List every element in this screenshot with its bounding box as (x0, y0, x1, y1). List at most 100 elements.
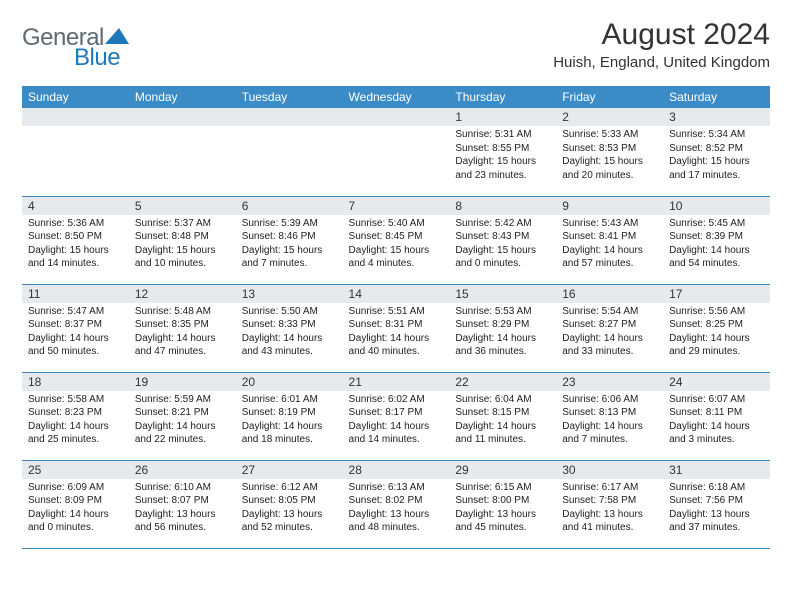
daylight-text: Daylight: 14 hours and 14 minutes. (349, 420, 444, 447)
empty-day (236, 108, 343, 126)
calendar-cell: 2Sunrise: 5:33 AMSunset: 8:53 PMDaylight… (556, 108, 663, 196)
daylight-text: Daylight: 14 hours and 25 minutes. (28, 420, 123, 447)
sunset-text: Sunset: 8:41 PM (562, 230, 657, 244)
daylight-text: Daylight: 14 hours and 18 minutes. (242, 420, 337, 447)
calendar-cell: 14Sunrise: 5:51 AMSunset: 8:31 PMDayligh… (343, 284, 450, 372)
daylight-text: Daylight: 14 hours and 47 minutes. (135, 332, 230, 359)
day-number: 27 (236, 461, 343, 479)
daylight-text: Daylight: 14 hours and 33 minutes. (562, 332, 657, 359)
day-number: 11 (22, 285, 129, 303)
day-number: 6 (236, 197, 343, 215)
title-block: August 2024 Huish, England, United Kingd… (553, 18, 770, 71)
day-details: Sunrise: 5:37 AMSunset: 8:48 PMDaylight:… (129, 215, 236, 275)
calendar-cell: 1Sunrise: 5:31 AMSunset: 8:55 PMDaylight… (449, 108, 556, 196)
daylight-text: Daylight: 13 hours and 37 minutes. (669, 508, 764, 535)
day-number: 25 (22, 461, 129, 479)
sunrise-text: Sunrise: 5:56 AM (669, 305, 764, 319)
day-number: 15 (449, 285, 556, 303)
sunset-text: Sunset: 8:05 PM (242, 494, 337, 508)
calendar-cell: 4Sunrise: 5:36 AMSunset: 8:50 PMDaylight… (22, 196, 129, 284)
sunset-text: Sunset: 8:45 PM (349, 230, 444, 244)
day-details: Sunrise: 5:56 AMSunset: 8:25 PMDaylight:… (663, 303, 770, 363)
day-details: Sunrise: 5:33 AMSunset: 8:53 PMDaylight:… (556, 126, 663, 186)
day-number: 31 (663, 461, 770, 479)
calendar-cell: 22Sunrise: 6:04 AMSunset: 8:15 PMDayligh… (449, 372, 556, 460)
sunrise-text: Sunrise: 6:04 AM (455, 393, 550, 407)
daylight-text: Daylight: 14 hours and 7 minutes. (562, 420, 657, 447)
sunset-text: Sunset: 8:46 PM (242, 230, 337, 244)
sunset-text: Sunset: 7:58 PM (562, 494, 657, 508)
calendar-cell: 10Sunrise: 5:45 AMSunset: 8:39 PMDayligh… (663, 196, 770, 284)
daylight-text: Daylight: 14 hours and 29 minutes. (669, 332, 764, 359)
day-details: Sunrise: 6:04 AMSunset: 8:15 PMDaylight:… (449, 391, 556, 451)
day-details: Sunrise: 6:06 AMSunset: 8:13 PMDaylight:… (556, 391, 663, 451)
weekday-header-row: SundayMondayTuesdayWednesdayThursdayFrid… (22, 86, 770, 108)
calendar-cell: 7Sunrise: 5:40 AMSunset: 8:45 PMDaylight… (343, 196, 450, 284)
day-details: Sunrise: 6:13 AMSunset: 8:02 PMDaylight:… (343, 479, 450, 539)
sunrise-text: Sunrise: 6:15 AM (455, 481, 550, 495)
calendar-cell: 24Sunrise: 6:07 AMSunset: 8:11 PMDayligh… (663, 372, 770, 460)
calendar-cell: 6Sunrise: 5:39 AMSunset: 8:46 PMDaylight… (236, 196, 343, 284)
calendar-cell: 25Sunrise: 6:09 AMSunset: 8:09 PMDayligh… (22, 460, 129, 548)
calendar-cell: 28Sunrise: 6:13 AMSunset: 8:02 PMDayligh… (343, 460, 450, 548)
sunrise-text: Sunrise: 6:01 AM (242, 393, 337, 407)
sunset-text: Sunset: 7:56 PM (669, 494, 764, 508)
sunset-text: Sunset: 8:09 PM (28, 494, 123, 508)
calendar-cell: 13Sunrise: 5:50 AMSunset: 8:33 PMDayligh… (236, 284, 343, 372)
sunset-text: Sunset: 8:02 PM (349, 494, 444, 508)
day-number: 2 (556, 108, 663, 126)
weekday-header: Monday (129, 86, 236, 108)
daylight-text: Daylight: 14 hours and 3 minutes. (669, 420, 764, 447)
daylight-text: Daylight: 15 hours and 23 minutes. (455, 155, 550, 182)
day-details: Sunrise: 6:17 AMSunset: 7:58 PMDaylight:… (556, 479, 663, 539)
day-number: 29 (449, 461, 556, 479)
sunrise-text: Sunrise: 5:58 AM (28, 393, 123, 407)
sunset-text: Sunset: 8:07 PM (135, 494, 230, 508)
calendar-cell: 3Sunrise: 5:34 AMSunset: 8:52 PMDaylight… (663, 108, 770, 196)
calendar-cell (129, 108, 236, 196)
day-number: 13 (236, 285, 343, 303)
daylight-text: Daylight: 14 hours and 11 minutes. (455, 420, 550, 447)
sunrise-text: Sunrise: 6:17 AM (562, 481, 657, 495)
sunrise-text: Sunrise: 6:07 AM (669, 393, 764, 407)
calendar-cell: 20Sunrise: 6:01 AMSunset: 8:19 PMDayligh… (236, 372, 343, 460)
sunset-text: Sunset: 8:00 PM (455, 494, 550, 508)
day-number: 4 (22, 197, 129, 215)
daylight-text: Daylight: 14 hours and 57 minutes. (562, 244, 657, 271)
logo-text-blue: Blue (74, 44, 120, 71)
sunset-text: Sunset: 8:31 PM (349, 318, 444, 332)
calendar-cell: 31Sunrise: 6:18 AMSunset: 7:56 PMDayligh… (663, 460, 770, 548)
daylight-text: Daylight: 13 hours and 56 minutes. (135, 508, 230, 535)
daylight-text: Daylight: 14 hours and 43 minutes. (242, 332, 337, 359)
sunrise-text: Sunrise: 5:43 AM (562, 217, 657, 231)
sunset-text: Sunset: 8:33 PM (242, 318, 337, 332)
sunset-text: Sunset: 8:37 PM (28, 318, 123, 332)
calendar-cell (236, 108, 343, 196)
sunrise-text: Sunrise: 5:39 AM (242, 217, 337, 231)
calendar-cell: 23Sunrise: 6:06 AMSunset: 8:13 PMDayligh… (556, 372, 663, 460)
calendar-cell (22, 108, 129, 196)
sunrise-text: Sunrise: 5:36 AM (28, 217, 123, 231)
day-details: Sunrise: 5:31 AMSunset: 8:55 PMDaylight:… (449, 126, 556, 186)
weekday-header: Friday (556, 86, 663, 108)
calendar-row: 11Sunrise: 5:47 AMSunset: 8:37 PMDayligh… (22, 284, 770, 372)
day-number: 5 (129, 197, 236, 215)
header: GeneralBlue August 2024 Huish, England, … (22, 18, 770, 72)
calendar-cell: 30Sunrise: 6:17 AMSunset: 7:58 PMDayligh… (556, 460, 663, 548)
sunrise-text: Sunrise: 5:40 AM (349, 217, 444, 231)
day-details: Sunrise: 6:01 AMSunset: 8:19 PMDaylight:… (236, 391, 343, 451)
sunrise-text: Sunrise: 5:37 AM (135, 217, 230, 231)
day-details: Sunrise: 5:53 AMSunset: 8:29 PMDaylight:… (449, 303, 556, 363)
sunrise-text: Sunrise: 6:13 AM (349, 481, 444, 495)
day-details: Sunrise: 5:42 AMSunset: 8:43 PMDaylight:… (449, 215, 556, 275)
month-title: August 2024 (553, 18, 770, 52)
day-details: Sunrise: 6:09 AMSunset: 8:09 PMDaylight:… (22, 479, 129, 539)
sunset-text: Sunset: 8:35 PM (135, 318, 230, 332)
empty-day (129, 108, 236, 126)
sunset-text: Sunset: 8:23 PM (28, 406, 123, 420)
daylight-text: Daylight: 15 hours and 14 minutes. (28, 244, 123, 271)
sunrise-text: Sunrise: 5:45 AM (669, 217, 764, 231)
day-number: 18 (22, 373, 129, 391)
sunset-text: Sunset: 8:39 PM (669, 230, 764, 244)
day-details: Sunrise: 6:10 AMSunset: 8:07 PMDaylight:… (129, 479, 236, 539)
